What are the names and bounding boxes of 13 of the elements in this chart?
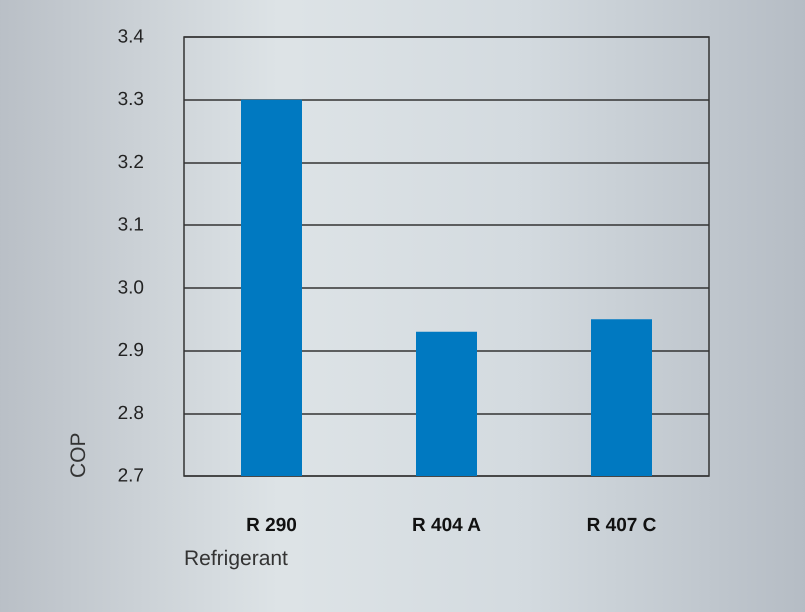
y-tick-label: 2.7 bbox=[118, 466, 144, 486]
y-tick-label: 3.4 bbox=[118, 26, 144, 48]
y-tick-label: 3.3 bbox=[118, 89, 144, 110]
x-tick-label: R 404 A bbox=[412, 515, 482, 536]
x-tick-label: R 290 bbox=[246, 515, 297, 536]
y-axis-title: COP bbox=[67, 432, 90, 478]
y-tick-label: 2.9 bbox=[118, 340, 144, 362]
y-tick-label: 3.0 bbox=[118, 277, 144, 298]
y-tick-label: 2.8 bbox=[118, 402, 144, 424]
y-tick-label: 3.1 bbox=[118, 214, 144, 236]
x-tick-label: R 407 C bbox=[586, 515, 657, 536]
x-axis-title: Refrigerant bbox=[184, 547, 288, 570]
y-tick-label: 3.2 bbox=[118, 152, 144, 173]
